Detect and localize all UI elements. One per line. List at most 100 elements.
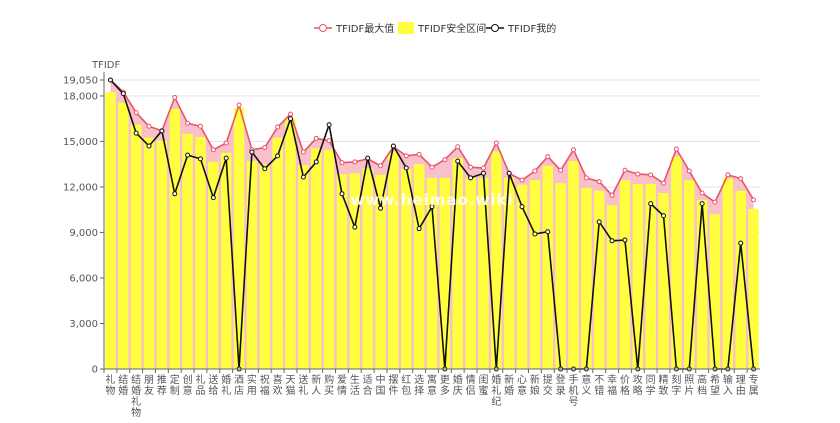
safe-range-bar xyxy=(593,190,605,369)
safe-range-bar xyxy=(439,177,451,369)
safe-range-bar xyxy=(169,108,180,369)
x-tick-label: 幸福 xyxy=(607,374,617,397)
max-point xyxy=(532,168,538,174)
y-tick-label: 0 xyxy=(92,365,98,376)
max-point xyxy=(197,123,203,129)
x-tick-label: 情侣 xyxy=(466,373,476,397)
watermark: www.heimao.wiki xyxy=(350,191,513,209)
safe-range-bar xyxy=(645,183,656,369)
max-point xyxy=(558,167,564,173)
mine-point xyxy=(622,237,628,243)
mine-point xyxy=(120,91,126,97)
safe-range-bar xyxy=(401,168,412,369)
max-point xyxy=(570,147,576,153)
max-point xyxy=(262,145,268,151)
max-point xyxy=(429,164,435,170)
safe-range-bar xyxy=(311,148,322,369)
mine-point xyxy=(210,195,216,201)
x-tick-label: 创意 xyxy=(183,373,193,397)
legend-item-mine[interactable]: TFIDF我的 xyxy=(486,22,556,35)
x-tick-label: 爱情 xyxy=(337,373,347,397)
mine-point xyxy=(326,122,332,128)
safe-range-bar xyxy=(581,187,592,369)
x-tick-label: 送礼 xyxy=(298,373,308,397)
max-point xyxy=(326,138,332,144)
max-point xyxy=(236,102,242,108)
safe-range-bar xyxy=(748,208,759,369)
max-point xyxy=(596,179,602,185)
safe-range-bar xyxy=(413,164,425,369)
safe-range-bar xyxy=(516,184,528,369)
x-tick-label: 同学 xyxy=(646,374,656,397)
safe-range-bar xyxy=(130,124,142,369)
x-tick-label: 婚庆 xyxy=(453,373,463,397)
max-point xyxy=(288,111,294,117)
safe-range-bar xyxy=(465,177,476,369)
max-point xyxy=(622,167,628,173)
max-point xyxy=(648,172,654,178)
x-tick-label: 闺蜜 xyxy=(478,373,488,397)
safe-range-bar xyxy=(195,136,206,369)
x-tick-label: 价格 xyxy=(620,374,630,397)
mine-point xyxy=(596,219,602,225)
legend-mine-marker-icon xyxy=(491,24,499,32)
legend-max-marker-icon xyxy=(319,24,327,32)
mine-point xyxy=(172,191,178,197)
max-point xyxy=(686,168,692,174)
max-point xyxy=(519,177,525,183)
mine-point xyxy=(532,231,538,237)
max-point xyxy=(185,120,191,126)
x-tick-label: 生活 xyxy=(350,373,360,397)
safe-range-bar xyxy=(503,177,515,369)
max-point xyxy=(712,199,718,205)
mine-point xyxy=(506,170,512,176)
x-tick-label: 祝福 xyxy=(260,373,270,397)
max-point xyxy=(635,171,641,177)
max-point xyxy=(699,190,705,196)
mine-point xyxy=(519,204,525,210)
mine-point xyxy=(545,229,551,235)
legend-item-safe[interactable]: TFIDF安全区间 xyxy=(398,22,486,35)
mine-point xyxy=(390,143,396,149)
x-tick-label: 高档 xyxy=(697,373,707,397)
max-point xyxy=(609,192,615,198)
safe-range-bar xyxy=(684,180,695,369)
safe-range-bar xyxy=(143,137,155,369)
safe-range-bar xyxy=(632,183,644,369)
mine-point xyxy=(107,77,113,83)
safe-range-bar xyxy=(491,151,502,369)
max-point xyxy=(133,110,139,116)
max-point xyxy=(480,165,486,171)
y-tick-label: 19,050 xyxy=(63,76,98,87)
max-point xyxy=(275,124,281,130)
legend: TFIDF最大值 TFIDF安全区间 TFIDF我的 xyxy=(314,22,556,35)
safe-range-bar xyxy=(671,156,682,369)
max-point xyxy=(339,160,345,166)
max-point xyxy=(172,94,178,100)
mine-point xyxy=(648,201,654,207)
legend-item-max[interactable]: TFIDF最大值 xyxy=(314,22,394,35)
safe-range-bar xyxy=(362,167,373,369)
y-tick-label: 12,000 xyxy=(63,182,98,193)
x-tick-label: 婚礼纪 xyxy=(491,373,501,408)
x-tick-label: 输入 xyxy=(723,373,733,397)
x-tick-label: 摆件 xyxy=(388,373,398,397)
x-tick-label: 结婚 xyxy=(118,373,128,397)
legend-mine-label: TFIDF我的 xyxy=(507,22,556,35)
max-point xyxy=(468,164,474,170)
x-tick-label: 手机号 xyxy=(568,373,578,408)
x-tick-label: 更多 xyxy=(440,374,450,397)
x-tick-label: 新娘 xyxy=(530,373,540,397)
mine-point xyxy=(738,240,744,246)
max-point xyxy=(210,147,216,153)
y-axis-title: TFIDF xyxy=(91,60,121,71)
mine-point xyxy=(275,153,281,159)
max-point xyxy=(352,159,358,165)
max-point xyxy=(416,151,422,157)
safe-range-bar xyxy=(658,193,669,369)
mine-point xyxy=(133,130,139,136)
x-tick-label: 不错 xyxy=(594,375,604,397)
max-point xyxy=(146,123,152,129)
mine-point xyxy=(288,116,294,122)
